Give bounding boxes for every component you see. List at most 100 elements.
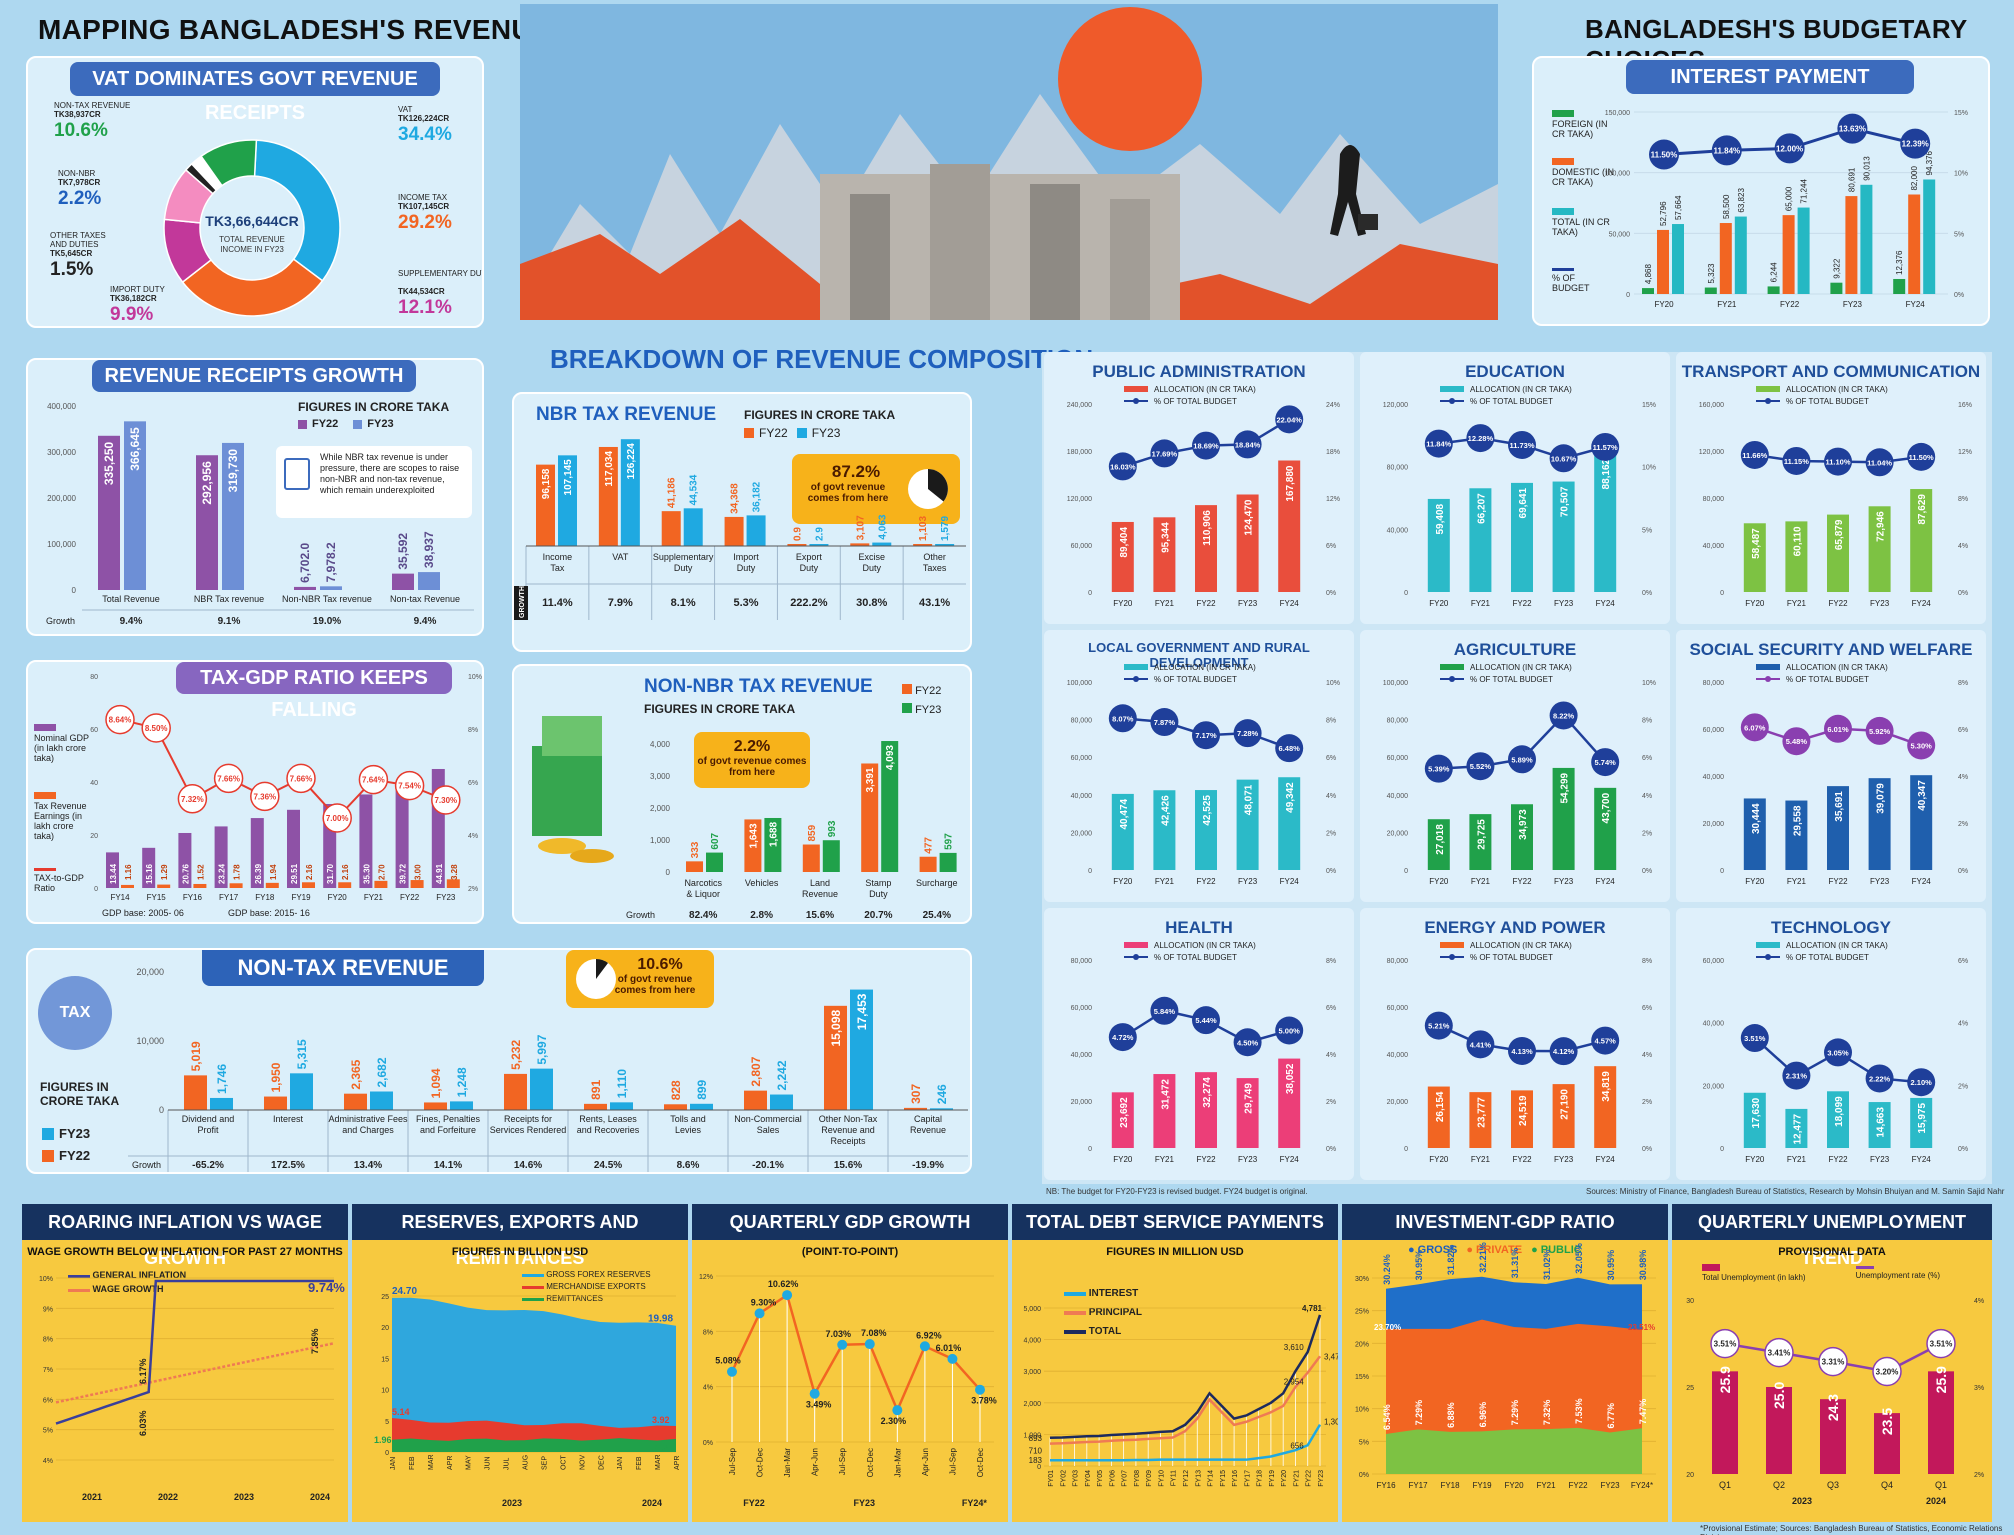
- y-tick-right: 16%: [1958, 402, 1972, 409]
- x-tick: FY23: [1238, 599, 1258, 608]
- bar: [196, 455, 218, 590]
- x-tick: FY24: [1596, 599, 1616, 608]
- debt-title: TOTAL DEBT SERVICE PAYMENTS: [1012, 1204, 1338, 1240]
- bar-label: 5,232: [509, 1040, 523, 1070]
- growth-value: 30.8%: [856, 597, 887, 609]
- bar-label: 1,579: [940, 516, 951, 541]
- y-tick-right: 5%: [1642, 527, 1652, 534]
- legend-swatch: [1124, 942, 1148, 948]
- pct-label: 4.13%: [1511, 1047, 1533, 1056]
- pct-label: 2.31%: [1786, 1072, 1808, 1081]
- x-tick: Capital: [914, 1114, 942, 1124]
- y-tick: 1,000: [1023, 1432, 1041, 1439]
- bar: [822, 840, 840, 872]
- x-tick: Land: [810, 878, 830, 888]
- bar: [1785, 521, 1808, 592]
- legend-text: ALLOCATION (IN CR TAKA): [1786, 663, 1888, 672]
- gross-label: 30.24%: [1382, 1254, 1392, 1285]
- rate-marker: [1818, 1346, 1848, 1377]
- bar: [1908, 194, 1921, 294]
- bar-label: 96,158: [541, 468, 552, 499]
- bar: [1874, 1413, 1900, 1474]
- bar-label: 167,880: [1285, 465, 1296, 502]
- pct-label: 13.63%: [1839, 125, 1866, 134]
- pct-marker: [1549, 1037, 1578, 1066]
- pct-marker: [1824, 447, 1852, 476]
- nbr-callout: 87.2% of govt revenue comes from here: [792, 454, 960, 524]
- bar: [1594, 1066, 1617, 1148]
- y-tick: 80,000: [1071, 718, 1093, 725]
- y-tick-right: 10%: [1954, 171, 1968, 178]
- bar: [913, 544, 933, 546]
- bar-label: 15,098: [829, 1009, 843, 1046]
- x-tick: Tolls and: [670, 1114, 706, 1124]
- y-tick-right: 2%: [1326, 830, 1336, 837]
- legend-swatch: [1124, 386, 1148, 392]
- sector-title: PUBLIC ADMINISTRATION: [1092, 362, 1306, 381]
- bar: [850, 989, 873, 1110]
- y-tick: 200,000: [47, 494, 76, 503]
- x-tick: Revenue: [802, 889, 838, 899]
- bar: [450, 1101, 473, 1110]
- pct-label: 5.52%: [1470, 762, 1492, 771]
- bar: [764, 817, 782, 872]
- bar: [320, 586, 342, 590]
- bar: [904, 1107, 927, 1110]
- growth-value: 24.5%: [594, 1160, 622, 1171]
- bar-label: 87,629: [1917, 494, 1928, 525]
- bar: [1910, 775, 1933, 870]
- wage-end-label: 7.85%: [310, 1328, 320, 1354]
- y-tick-right: 8%: [1958, 680, 1968, 687]
- pct-marker: [1865, 716, 1894, 745]
- x-tick: FY24: [1912, 877, 1932, 886]
- y-tick: 60: [90, 727, 98, 734]
- bar-label: 124,470: [1244, 499, 1255, 536]
- bar-label: 3.00: [414, 864, 423, 880]
- interest-chart: 150,000 100,000 50,000 0 15% 10% 5% 0% 4,868 52,7…: [1605, 110, 1968, 309]
- debt-label: 893: [1029, 1434, 1043, 1443]
- bar-label: 117,034: [604, 451, 615, 487]
- sector-title: EDUCATION: [1465, 362, 1565, 381]
- x-tick: FY16: [1232, 1470, 1239, 1487]
- legend-text: ALLOCATION (IN CR TAKA): [1470, 941, 1572, 950]
- pct-label: 11.04%: [1867, 458, 1892, 467]
- growth-value: 172.5%: [271, 1160, 305, 1171]
- gdp-label: 6.01%: [936, 1343, 962, 1353]
- bar: [1820, 1399, 1846, 1474]
- pct-label: 5.48%: [1786, 737, 1808, 746]
- rate-marker: [1710, 1328, 1740, 1359]
- segment-name: NON-NBR: [58, 169, 96, 178]
- pct-marker: [1782, 446, 1811, 475]
- bar: [1704, 287, 1717, 294]
- x-tick: FY24*: [1631, 1481, 1653, 1490]
- inflation-subtitle: WAGE GROWTH BELOW INFLATION FOR PAST 27 …: [27, 1246, 343, 1258]
- nonnbr-panel: NON-NBR TAX REVENUE FIGURES IN CRORE TAK…: [512, 664, 972, 924]
- y-tick: 40,000: [1703, 1021, 1725, 1028]
- segment-name: VAT: [398, 105, 412, 114]
- bar-label: 26.39: [254, 863, 263, 884]
- y-tick-right: 8%: [1958, 496, 1968, 503]
- y-tick: 20,000: [1387, 1099, 1409, 1106]
- segment-pct: 10.6%: [54, 120, 108, 141]
- bar: [1552, 1084, 1575, 1148]
- legend-dot: [1449, 954, 1455, 960]
- x-tick: FY15: [1220, 1470, 1227, 1487]
- bar-label: 15,975: [1917, 1103, 1928, 1134]
- x-tick: FY21: [1471, 877, 1491, 886]
- reserves-title: RESERVES, EXPORTS AND REMITTANCES: [352, 1204, 688, 1268]
- segment-amount: TK5,645CR: [50, 249, 92, 258]
- donut-center-value: TK3,66,644CR: [205, 213, 298, 229]
- bar-tax: [446, 879, 460, 888]
- segment-name: INCOME TAX: [398, 193, 448, 202]
- bar-label: 29,725: [1476, 819, 1487, 850]
- sector-panel-health: HEALTH ALLOCATION (IN CR TAKA) % OF TOTAL …: [1044, 908, 1354, 1180]
- growth-value: 15.6%: [834, 1160, 862, 1171]
- legend-text: % OF TOTAL BUDGET: [1786, 953, 1869, 962]
- gdp-marker: [947, 1353, 958, 1364]
- bar-label: 1,103: [918, 516, 929, 541]
- x-tick: MAR: [655, 1454, 662, 1470]
- growth-value: 13.4%: [354, 1160, 382, 1171]
- x-tick: FY21: [1787, 1155, 1807, 1164]
- x-tick: Vehicles: [745, 878, 779, 888]
- legend-dot: [1765, 398, 1771, 404]
